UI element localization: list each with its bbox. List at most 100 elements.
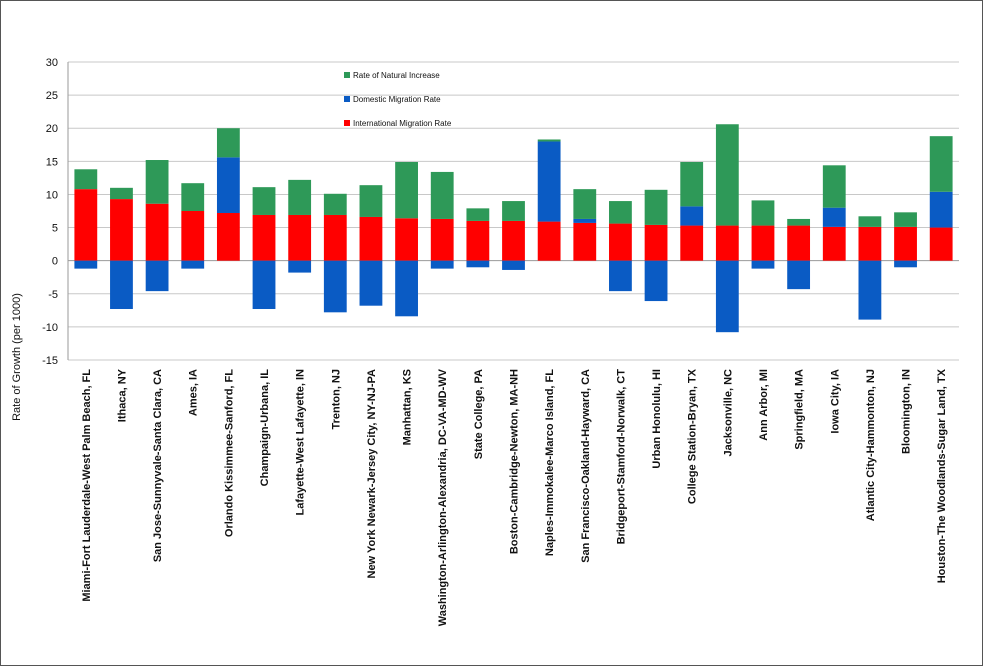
bar-segment <box>466 260 490 268</box>
bar-segment <box>181 211 205 261</box>
bar-segment <box>110 199 133 261</box>
y-tick-label: 25 <box>46 90 58 102</box>
bar-segment <box>323 193 347 215</box>
y-tick-label: 15 <box>46 156 58 168</box>
category-label: State College, PA <box>473 369 485 459</box>
legend-label: Rate of Natural Increase <box>353 71 440 80</box>
bar-segment <box>680 206 704 226</box>
y-tick-label: -10 <box>42 322 58 334</box>
bar-segment <box>110 187 133 200</box>
category-label: Ithaca, NY <box>116 368 128 422</box>
bar-segment <box>466 208 490 221</box>
bar-segment <box>216 157 240 213</box>
bar-segment <box>323 260 347 313</box>
legend-swatch <box>344 96 350 102</box>
category-label: Boston-Cambridge-Newton, MA-NH <box>509 369 521 554</box>
bar-segment <box>680 225 704 261</box>
bar-segment <box>145 160 169 204</box>
bar-segment <box>894 260 917 268</box>
bar-segment <box>680 161 704 207</box>
bar-segment <box>430 260 454 269</box>
legend: Rate of Natural Increase Domestic Migrati… <box>344 71 452 128</box>
bar-segment <box>609 260 632 292</box>
bar-segment <box>715 260 739 333</box>
bar-segment <box>929 227 953 261</box>
y-tick-label: 20 <box>46 123 58 135</box>
bar-segment <box>858 260 882 320</box>
bar-segment <box>822 226 846 261</box>
category-label: Houston-The Woodlands-Sugar Land, TX <box>936 368 948 583</box>
category-label: Atlantic City-Hammonton, NJ <box>865 369 877 521</box>
category-label: Springfield, MA <box>794 369 806 450</box>
bar-segment <box>395 260 418 317</box>
bar-segment <box>288 214 312 261</box>
category-labels: Miami-Fort Lauderdale-West Palm Beach, F… <box>81 368 948 626</box>
bar-segment <box>644 224 668 261</box>
bar-segment <box>858 226 882 261</box>
bar-segment <box>715 124 739 226</box>
category-label: Miami-Fort Lauderdale-West Palm Beach, F… <box>81 369 93 602</box>
y-tick-labels: 30 25 20 15 10 5 0 -5 -10 -15 <box>42 57 58 367</box>
bar-segment <box>74 169 98 190</box>
bar-segment <box>216 212 240 261</box>
bar-segment <box>502 220 525 261</box>
category-label: Ames, IA <box>188 369 200 416</box>
category-label: Urban Honolulu, HI <box>651 369 663 469</box>
bar-segment <box>502 260 525 270</box>
bar-segment <box>466 220 490 261</box>
bar-segment <box>573 218 597 223</box>
bar-segment <box>822 207 846 227</box>
legend-label: Domestic Migration Rate <box>353 95 441 104</box>
bar-segment <box>252 260 276 310</box>
bar-segment <box>430 218 454 261</box>
bar-segment <box>181 260 205 269</box>
legend-swatch <box>344 72 350 78</box>
category-label: San Francisco-Oakland-Hayward, CA <box>580 369 592 563</box>
category-label: Naples-Immokalee-Marco Island, FL <box>544 369 556 556</box>
bar-segment <box>110 260 133 310</box>
y-tick-label: 30 <box>46 57 58 69</box>
y-tick-label: 5 <box>52 223 58 235</box>
bar-segment <box>502 201 525 221</box>
bar-segment <box>573 222 597 261</box>
category-label: Bridgeport-Stamford-Norwalk, CT <box>615 369 627 545</box>
bar-segment <box>929 136 953 192</box>
bar-segment <box>145 260 169 292</box>
bar-segment <box>751 200 775 226</box>
bar-segment <box>787 218 811 226</box>
legend-swatch <box>344 120 350 126</box>
stacked-bar-chart: 30 25 20 15 10 5 0 -5 -10 -15 Miami-Fort Lauderda… <box>11 57 959 626</box>
bar-segment <box>74 189 98 261</box>
category-label: College Station-Bryan, TX <box>687 368 699 504</box>
category-label: Ann Arbor, MI <box>758 369 770 441</box>
bar-segment <box>751 260 775 269</box>
category-label: Trenton, NJ <box>330 369 342 430</box>
bar-segment <box>323 214 347 261</box>
bar-segment <box>573 189 597 219</box>
chart-frame: 30 25 20 15 10 5 0 -5 -10 -15 Miami-Fort Lauderda… <box>0 0 983 666</box>
bar-segment <box>395 218 418 261</box>
bar-segment <box>537 141 561 222</box>
bar-segment <box>644 260 668 302</box>
bar-segment <box>787 260 811 290</box>
category-label: Manhattan, KS <box>402 369 414 445</box>
category-label: Lafayette-West Lafayette, IN <box>295 369 307 516</box>
bar-segment <box>359 260 383 306</box>
bar-segment <box>858 216 882 227</box>
legend-label: International Migration Rate <box>353 119 452 128</box>
bar-segment <box>181 183 205 211</box>
y-tick-label: 10 <box>46 189 58 201</box>
category-label: Iowa City, IA <box>829 369 841 434</box>
bar-segment <box>537 221 561 261</box>
bar-segment <box>74 260 98 269</box>
bar-segment <box>395 161 418 219</box>
bar-segment <box>252 214 276 261</box>
bar-segment <box>359 216 383 261</box>
category-label: San Jose-Sunnyvale-Santa Clara, CA <box>152 369 164 562</box>
y-tick-label: -5 <box>48 289 58 301</box>
bar-segment <box>929 191 953 228</box>
bar-segment <box>216 128 240 158</box>
y-axis-label: Rate of Growth (per 1000) <box>11 293 23 421</box>
bar-segment <box>359 185 383 217</box>
bar-segment <box>644 189 668 225</box>
